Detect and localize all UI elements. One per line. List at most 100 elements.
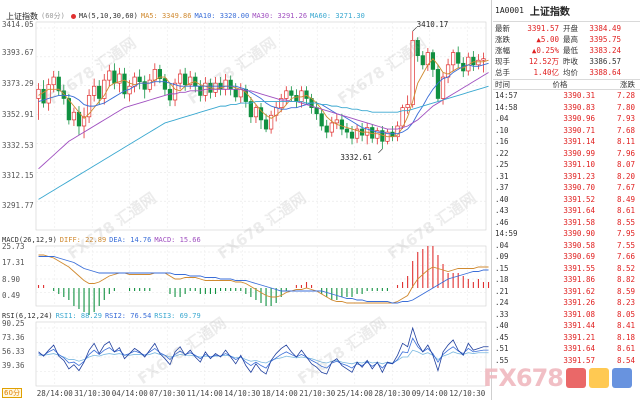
x-axis-label: 21/10:30 xyxy=(299,389,336,398)
tick-price: 3390.90 xyxy=(563,229,595,238)
candle-body xyxy=(420,55,425,66)
tick-price: 3390.58 xyxy=(563,240,595,250)
rsi-legend: RSI(6,12,24) RSI1: 88.29 RSI2: 76.54 RSI… xyxy=(2,310,201,322)
candle-body xyxy=(430,52,436,70)
candle-body xyxy=(289,90,294,96)
tick-row: .46 3391.58 8.55 xyxy=(493,217,640,229)
quote-label: 现手 xyxy=(495,57,510,66)
tick-change: 8.54 xyxy=(616,355,635,365)
tick-price: 3391.64 xyxy=(563,206,595,215)
tick-price: 3391.58 xyxy=(563,217,595,227)
candle-body xyxy=(445,64,451,78)
quote-value: 3383.24 xyxy=(589,46,621,55)
x-axis-label: 14/10:30 xyxy=(224,389,261,398)
tick-change: 8.41 xyxy=(616,321,635,330)
candle-body xyxy=(71,111,77,121)
quote-label: 开盘 xyxy=(563,24,578,33)
candle-body xyxy=(36,88,41,99)
candle-body xyxy=(102,79,107,99)
tick-change: 8.07 xyxy=(616,160,635,169)
quote-value: 3388.64 xyxy=(589,68,621,77)
candle-body xyxy=(451,52,456,66)
candle-body xyxy=(279,98,284,108)
tick-time: .37 xyxy=(495,183,509,192)
rsi-legend-0: RSI(6,12,24) xyxy=(2,312,53,320)
quote-value: 3395.75 xyxy=(589,35,621,44)
rsi-line-rsi1 xyxy=(38,326,489,375)
x-axis-label: 07/10:30 xyxy=(149,389,186,398)
macd-axis-label: 25.73 xyxy=(2,242,25,251)
period-selector[interactable]: 60分 xyxy=(2,388,22,398)
tick-time: .10 xyxy=(495,125,509,135)
candle-body xyxy=(41,88,46,104)
candle-body xyxy=(324,125,329,133)
candle-body xyxy=(223,79,228,90)
ma-line-ma30 xyxy=(38,72,489,170)
macd-legend: MACD(26,12,9) DIFF: 22.89 DEA: 14.76 MAC… xyxy=(2,234,201,246)
tick-price: 3390.71 xyxy=(563,125,595,135)
macd-axis-label: 8.90 xyxy=(2,275,21,284)
macd-legend-1: DIFF: 22.89 xyxy=(59,236,107,244)
tick-change: 7.96 xyxy=(616,148,635,158)
candle-body xyxy=(354,128,360,139)
rsi-legend-2: RSI2: 76.54 xyxy=(104,312,152,320)
candle-body xyxy=(456,52,461,64)
quote-header: 1A0001 上证指数 xyxy=(493,0,640,22)
x-axis-label: 28/14:00 xyxy=(37,389,74,398)
candle-body xyxy=(172,82,178,101)
tick-time: .51 xyxy=(495,344,509,353)
x-axis-label: 09/14:00 xyxy=(412,389,449,398)
tick-change: 7.28 xyxy=(616,91,635,100)
tick-price: 3391.52 xyxy=(563,194,595,204)
ma-legend-0: MA(5,10,30,60) xyxy=(78,12,138,20)
x-axis-label: 28/10:30 xyxy=(374,389,411,398)
ma-legend-4: MA60: 3271.30 xyxy=(310,12,365,20)
tick-row: .18 3391.86 8.82 xyxy=(493,274,640,286)
tick-change: 8.18 xyxy=(616,332,635,342)
tick-row: .43 3391.64 8.61 xyxy=(493,205,640,217)
candle-body xyxy=(440,76,446,99)
tick-change: 8.05 xyxy=(616,309,635,319)
rsi-pane-frame xyxy=(35,321,487,387)
tick-price: 3391.62 xyxy=(563,286,595,296)
quote-label: 总手 xyxy=(495,68,510,77)
quote-label: 均价 xyxy=(563,68,578,77)
ticks-header-time: 时间 xyxy=(495,80,510,89)
candle-body xyxy=(415,40,420,56)
macd-dea-line xyxy=(38,256,489,304)
candle-body xyxy=(97,85,102,99)
macd-axis-label: 17.31 xyxy=(2,258,25,267)
tick-change: 8.55 xyxy=(616,217,635,227)
tick-row: .09 3390.69 7.66 xyxy=(493,251,640,263)
tick-row: .21 3391.62 8.59 xyxy=(493,286,640,298)
tick-row: .51 3391.64 8.61 xyxy=(493,343,640,355)
quote-label: 最低 xyxy=(563,46,578,55)
price-axis-label: 3332.53 xyxy=(2,141,34,150)
candle-body xyxy=(152,69,157,81)
tick-change: 8.61 xyxy=(616,206,635,215)
rsi-axis-label: 56.33 xyxy=(2,347,25,356)
tick-change: 8.49 xyxy=(616,194,635,204)
ticks-header: 时间 价格 涨跌 xyxy=(493,79,640,90)
tick-price: 3390.99 xyxy=(563,148,595,158)
tick-price: 3391.44 xyxy=(563,321,595,330)
tick-change: 8.23 xyxy=(616,298,635,307)
symbol-code: 1A0001 xyxy=(495,6,524,15)
chart-period: (60分) xyxy=(41,12,65,20)
candle-body xyxy=(253,107,259,118)
tick-time: .25 xyxy=(495,160,509,169)
tick-time: 14:58 xyxy=(495,102,518,112)
macd-legend-0: MACD(26,12,9) xyxy=(2,236,57,244)
rsi-axis-label: 39.36 xyxy=(2,361,25,370)
ticks-list[interactable]: 14:57 3390.31 7.28 14:58 3390.83 7.80 .04 3390.… xyxy=(493,90,640,366)
quote-value: 3384.49 xyxy=(589,24,621,33)
tick-time: .46 xyxy=(495,217,509,227)
quote-label: 最新 xyxy=(495,24,510,33)
candle-body xyxy=(334,119,339,124)
tick-row: .55 3391.57 8.54 xyxy=(493,355,640,367)
tick-row: .33 3391.08 8.05 xyxy=(493,309,640,321)
candle-body xyxy=(284,90,289,99)
tick-time: .22 xyxy=(495,148,509,158)
price-legend: 上证指数 (60分) MA(5,10,30,60) MA5: 3349.86 M… xyxy=(0,10,365,22)
candle-body xyxy=(258,107,264,121)
